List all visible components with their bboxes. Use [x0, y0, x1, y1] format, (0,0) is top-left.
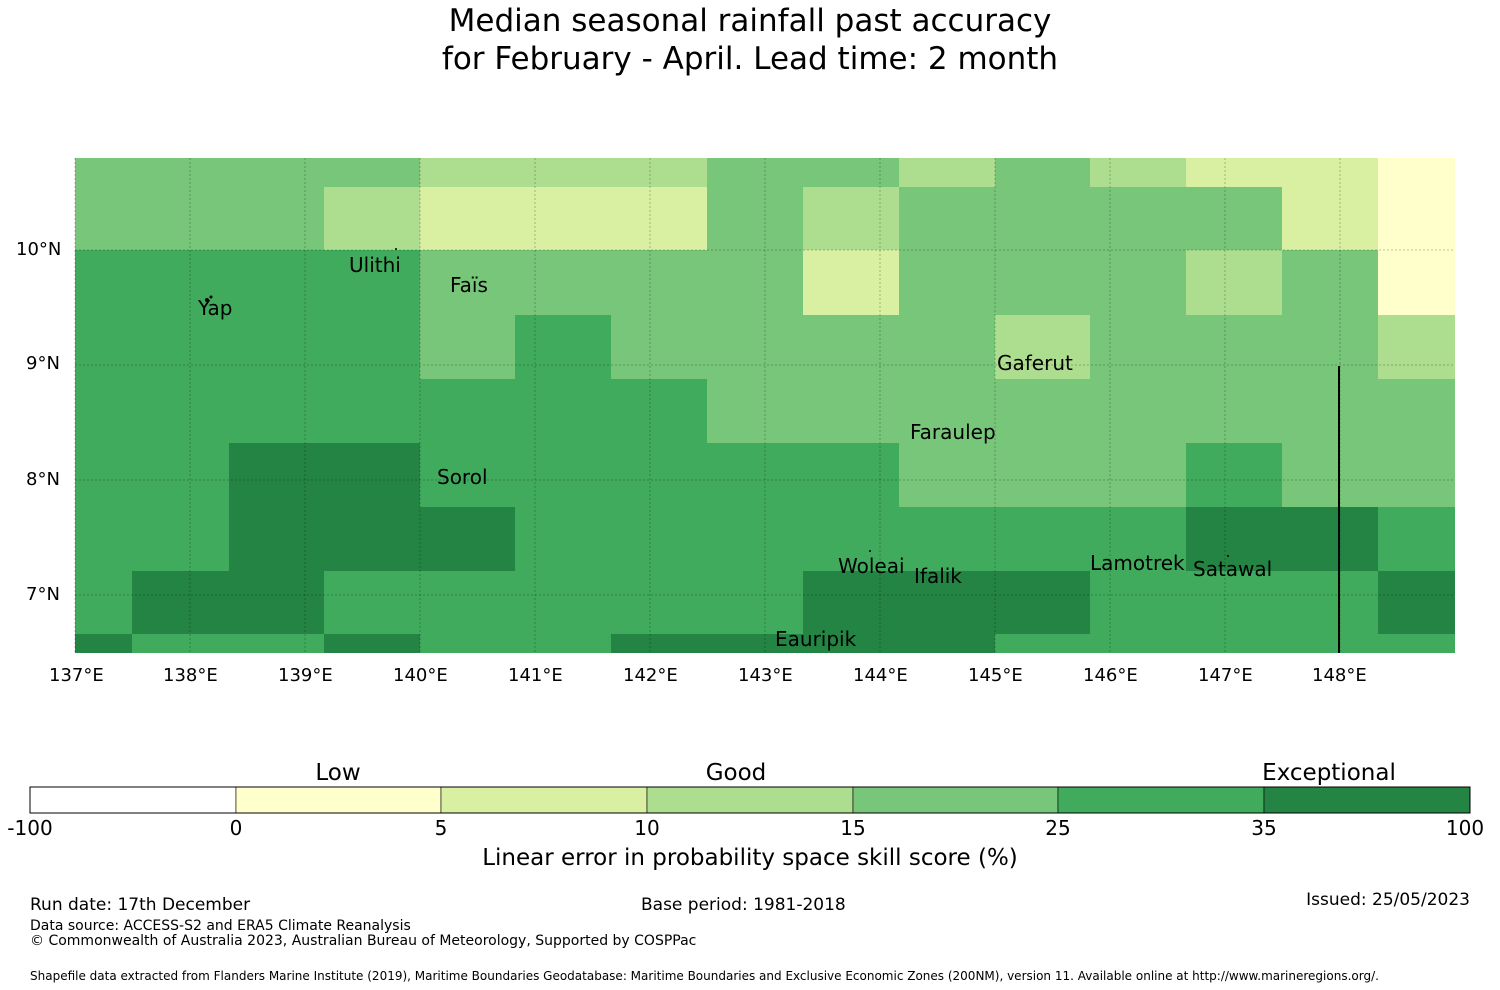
skill-cell	[1090, 158, 1186, 187]
place-woleai: Woleai	[838, 554, 905, 578]
lon-tick-140e: 140°E	[393, 665, 448, 686]
colorbar-segment	[852, 786, 1059, 814]
skill-cell	[1282, 187, 1378, 250]
run-date: Run date: 17th December	[30, 895, 251, 915]
skill-cell	[1378, 158, 1455, 315]
place-ifalik: Ifalik	[914, 564, 962, 588]
place-ulithi: Ulithi	[349, 253, 401, 277]
colorbar-tick: 35	[1251, 816, 1277, 840]
skill-cell	[324, 187, 420, 250]
skill-cell	[324, 634, 420, 653]
skill-cell	[420, 507, 515, 571]
colorbar-segment	[1263, 786, 1471, 814]
place-fais: Faïs	[450, 273, 488, 297]
lon-tick-144e: 144°E	[853, 665, 908, 686]
place-satawal: Satawal	[1193, 557, 1273, 581]
place-yap: Yap	[198, 296, 233, 320]
map-title-line1: Median seasonal rainfall past accuracy	[448, 3, 1052, 39]
place-lamotrek: Lamotrek	[1090, 551, 1185, 575]
colorbar-segment	[1057, 786, 1265, 814]
skill-cell	[1186, 158, 1378, 187]
yap-island-marker	[205, 298, 209, 302]
skill-cell	[1186, 443, 1282, 507]
skill-cell	[899, 158, 995, 187]
skill-cell	[1186, 507, 1378, 571]
lat-tick-9n: 9°N	[26, 353, 60, 374]
colorbar-tick: 15	[840, 816, 866, 840]
lon-tick-141e: 141°E	[508, 665, 563, 686]
colorbar-segment	[440, 786, 648, 814]
copyright: © Commonwealth of Australia 2023, Austra…	[30, 933, 697, 949]
place-faraulep: Faraulep	[910, 420, 996, 444]
data-source: Data source: ACCESS-S2 and ERA5 Climate …	[30, 918, 411, 934]
skill-cell	[1378, 571, 1455, 634]
lat-tick-10n: 10°N	[16, 239, 62, 260]
woleai-island-marker	[869, 550, 871, 552]
skill-cell	[803, 571, 1090, 634]
colorbar-segment	[646, 786, 854, 814]
map-title-line2: for February - April. Lead time: 2 month	[441, 41, 1059, 77]
lon-tick-147e: 147°E	[1198, 665, 1253, 686]
skill-cell	[995, 315, 1090, 379]
colorbar-tick: 10	[634, 816, 660, 840]
place-sorol: Sorol	[437, 465, 488, 489]
colorbar-segment	[235, 786, 442, 814]
colorbar-category-good: Good	[705, 760, 767, 786]
skill-cell	[803, 250, 899, 315]
skill-cell	[75, 634, 132, 653]
lon-tick-137e: 137°E	[49, 665, 104, 686]
lat-tick-8n: 8°N	[26, 469, 60, 490]
skill-cell	[420, 187, 707, 250]
yap-island-marker-2	[209, 295, 213, 299]
place-eauripik: Eauripik	[775, 627, 857, 651]
island-markers	[205, 248, 1229, 557]
place-gaferut: Gaferut	[997, 351, 1073, 375]
colorbar-category-low: Low	[315, 760, 361, 786]
skill-cell	[1378, 315, 1455, 379]
skill-cell	[707, 443, 899, 507]
lon-tick-142e: 142°E	[623, 665, 678, 686]
shapefile-credit: Shapefile data extracted from Flanders M…	[30, 969, 1379, 983]
lon-tick-145e: 145°E	[968, 665, 1023, 686]
colorbar-label: Linear error in probability space skill …	[482, 845, 1018, 871]
colorbar-segment	[29, 786, 237, 814]
ulithi-island-marker	[395, 248, 397, 250]
lon-tick-148e: 148°E	[1312, 665, 1367, 686]
skill-cell	[229, 443, 420, 571]
lat-tick-7n: 7°N	[26, 584, 60, 605]
skill-cell	[515, 315, 611, 379]
base-period: Base period: 1981-2018	[641, 895, 846, 915]
issued-date: Issued: 25/05/2023	[1306, 890, 1470, 910]
colorbar-tick: -100	[7, 816, 53, 840]
skill-cell	[420, 158, 707, 187]
skill-cell	[132, 571, 324, 634]
lon-tick-138e: 138°E	[163, 665, 218, 686]
skill-cell	[803, 187, 899, 250]
colorbar-tick: 0	[229, 816, 243, 840]
skill-cell	[803, 634, 995, 653]
colorbar	[29, 786, 1471, 814]
colorbar-tick: 25	[1045, 816, 1071, 840]
colorbar-category-exceptional: Exceptional	[1262, 760, 1396, 786]
colorbar-tick: 5	[434, 816, 448, 840]
colorbar-tick: 100	[1445, 816, 1485, 840]
satawal-island-marker	[1227, 555, 1229, 557]
colorbar-outline	[29, 786, 1471, 814]
skill-cell	[1186, 250, 1282, 315]
skill-grid	[75, 158, 1455, 653]
lon-tick-146e: 146°E	[1083, 665, 1138, 686]
lon-tick-139e: 139°E	[278, 665, 333, 686]
skill-cell	[611, 634, 803, 653]
lon-tick-143e: 143°E	[738, 665, 793, 686]
